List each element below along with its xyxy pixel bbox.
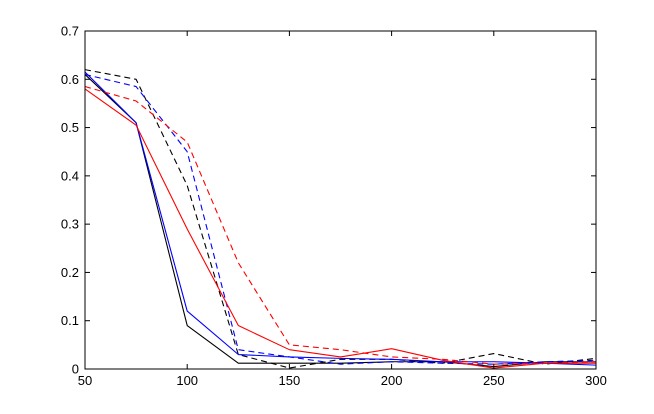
x-tick-label: 250 <box>483 373 505 388</box>
y-tick-label: 0.3 <box>61 217 79 232</box>
axes-box <box>84 30 597 370</box>
series-line-5 <box>84 88 596 369</box>
x-tick-label: 300 <box>585 373 607 388</box>
y-tick-label: 0 <box>72 362 79 377</box>
y-tick-label: 0.6 <box>61 72 79 87</box>
y-tick-label: 0.7 <box>61 24 79 39</box>
series-line-3 <box>84 71 597 366</box>
plot-lines <box>84 69 597 369</box>
x-tick-label: 150 <box>279 373 301 388</box>
y-tick-label: 0.2 <box>61 265 79 280</box>
x-tick-label: 50 <box>78 373 92 388</box>
series-line-4 <box>84 73 597 365</box>
y-tick-label: 0.5 <box>61 120 79 135</box>
series-line-2 <box>84 69 597 369</box>
x-tick-label: 100 <box>176 373 198 388</box>
y-tick-label: 0.4 <box>61 168 79 183</box>
x-tick-label: 200 <box>381 373 403 388</box>
axis-ticks <box>84 30 597 370</box>
series-line-1 <box>84 74 596 368</box>
axis-tick-labels: 50 100 150 200 250 300 0 0.1 0.2 0.3 0.4 0.5 0.6 0.7 <box>61 24 607 389</box>
y-tick-label: 0.1 <box>61 313 79 328</box>
